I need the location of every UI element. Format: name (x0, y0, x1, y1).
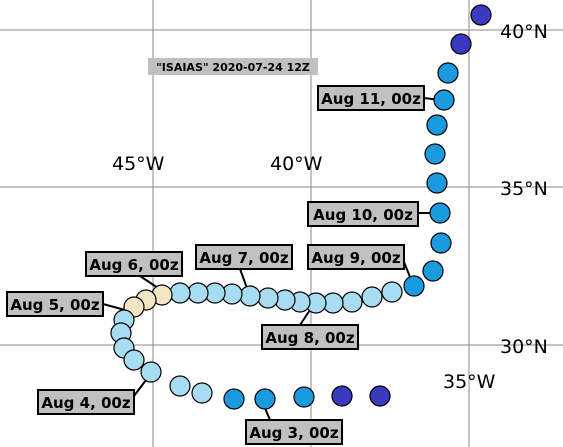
label-box (261, 324, 359, 350)
date-label: Aug 5, 00z (10, 296, 99, 314)
lon-label: 35°W (443, 371, 496, 393)
lat-label: 30°N (500, 336, 548, 358)
lat-label: 35°N (500, 178, 548, 200)
track-point (437, 62, 459, 84)
leader (139, 275, 159, 289)
track-point (293, 386, 315, 408)
label-box (245, 419, 343, 445)
track-point (426, 114, 448, 136)
track-point (403, 275, 425, 297)
leader (133, 379, 147, 397)
leader (102, 303, 126, 311)
track-point (169, 375, 191, 397)
lon-label: 45°W (112, 153, 165, 175)
track-point (169, 282, 191, 304)
lon-label: 40°W (270, 153, 323, 175)
label-box (85, 251, 183, 277)
track-point (433, 89, 455, 111)
title-box (148, 58, 318, 75)
track-point (470, 4, 492, 26)
track-point (361, 286, 383, 308)
track-point (257, 287, 279, 309)
track-point (223, 388, 245, 410)
label-box (307, 244, 405, 270)
date-label: Aug 4, 00z (41, 394, 130, 412)
date-label: Aug 7, 00z (199, 249, 288, 267)
leader (239, 268, 248, 289)
track-point (369, 385, 391, 407)
track-point (140, 361, 162, 383)
track-point (123, 349, 145, 371)
track-point (426, 172, 448, 194)
track-point (331, 385, 353, 407)
date-label: Aug 11, 00z (321, 90, 421, 108)
track-point (187, 282, 209, 304)
lat-label: 40°N (500, 21, 548, 43)
label-box (307, 201, 419, 227)
date-label: Aug 10, 00z (313, 206, 413, 224)
date-label: Aug 6, 00z (89, 256, 178, 274)
label-box (37, 389, 135, 415)
label-box (317, 85, 425, 111)
title: "ISAIAS" 2020-07-24 12Z (156, 61, 310, 74)
date-label: Aug 9, 00z (311, 249, 400, 267)
track-point (341, 291, 363, 313)
track-point (429, 202, 451, 224)
label-box (6, 291, 104, 317)
date-labels: Aug 11, 00z Aug 10, 00z Aug 9, 00z Aug 7… (6, 85, 425, 445)
track-point (239, 285, 261, 307)
track-point (381, 281, 403, 303)
track-point (424, 143, 446, 165)
track-point (254, 388, 276, 410)
track-point (450, 33, 472, 55)
leader (264, 407, 271, 421)
date-label: Aug 8, 00z (265, 329, 354, 347)
track-point (191, 382, 213, 404)
track-points (110, 4, 492, 410)
label-box (195, 244, 293, 270)
date-label: Aug 3, 00z (249, 424, 338, 442)
track-point (430, 232, 452, 254)
track-point (422, 260, 444, 282)
leader (299, 309, 311, 326)
